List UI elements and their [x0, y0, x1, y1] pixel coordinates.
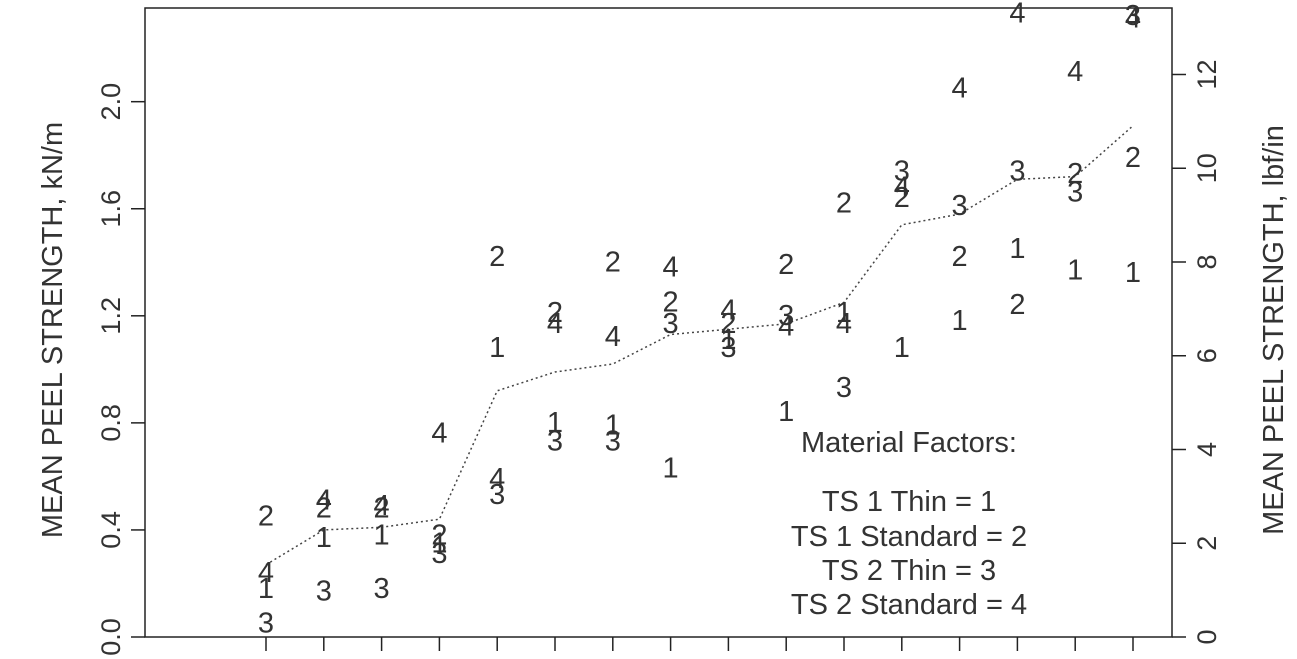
mean-line-layer — [265, 125, 1134, 566]
data-point-4: 4 — [836, 308, 852, 340]
data-point-3: 3 — [1009, 155, 1025, 187]
data-point-3: 3 — [547, 426, 563, 458]
right-y-tick-label: 0 — [1192, 629, 1222, 644]
data-point-4: 4 — [1125, 3, 1141, 35]
legend: Material Factors: TS 1 Thin = 1 TS 1 Sta… — [791, 427, 1027, 621]
data-point-3: 3 — [663, 308, 679, 340]
left-y-tick-label: 0.4 — [96, 511, 126, 549]
data-point-1: 1 — [663, 452, 679, 484]
data-point-1: 1 — [489, 332, 505, 364]
data-point-2: 2 — [1125, 142, 1141, 174]
left-y-axis: 0.0 0.4 0.8 1.2 1.6 2.0 — [96, 83, 145, 656]
data-point-1: 1 — [374, 519, 390, 551]
data-point-4: 4 — [489, 463, 505, 495]
data-point-2: 2 — [1067, 158, 1083, 190]
data-point-4: 4 — [952, 72, 968, 104]
left-y-tick-label: 2.0 — [96, 83, 126, 121]
data-point-4: 4 — [1067, 56, 1083, 88]
data-point-2: 2 — [894, 182, 910, 214]
right-y-tick-label: 10 — [1192, 153, 1222, 183]
data-point-1: 1 — [316, 522, 332, 554]
data-point-2: 2 — [720, 308, 736, 340]
data-point-2: 2 — [316, 493, 332, 525]
data-point-3: 3 — [489, 479, 505, 511]
data-point-4: 4 — [605, 321, 621, 353]
data-point-2: 2 — [778, 249, 794, 281]
data-point-1: 1 — [952, 305, 968, 337]
data-point-1: 1 — [431, 527, 447, 559]
data-point-2: 2 — [663, 286, 679, 318]
left-y-tick-label: 1.6 — [96, 190, 126, 228]
data-point-3: 3 — [836, 372, 852, 404]
data-point-2: 2 — [489, 241, 505, 273]
right-y-axis: 0 2 4 6 8 10 12 — [1172, 59, 1222, 645]
right-y-tick-label: 6 — [1192, 348, 1222, 363]
data-point-1: 1 — [605, 410, 621, 442]
data-point-2: 2 — [836, 187, 852, 219]
legend-entry-3: TS 2 Thin = 3 — [822, 555, 996, 587]
data-point-3: 3 — [778, 300, 794, 332]
data-point-4: 4 — [547, 308, 563, 340]
data-point-3: 3 — [720, 332, 736, 364]
data-point-2: 2 — [1009, 289, 1025, 321]
legend-entry-4: TS 2 Standard = 4 — [791, 589, 1027, 621]
data-point-3: 3 — [258, 608, 274, 640]
data-point-1: 1 — [258, 573, 274, 605]
data-point-4: 4 — [1009, 0, 1025, 29]
right-y-axis-title: MEAN PEEL STRENGTH, lbf/in — [1258, 125, 1290, 535]
right-y-tick-label: 4 — [1192, 442, 1222, 457]
data-point-3: 3 — [374, 573, 390, 605]
data-point-3: 3 — [431, 538, 447, 570]
left-y-tick-label: 0.8 — [96, 404, 126, 442]
data-point-3: 3 — [605, 426, 621, 458]
legend-entry-1: TS 1 Thin = 1 — [822, 486, 996, 518]
data-point-2: 2 — [374, 493, 390, 525]
data-point-4: 4 — [894, 171, 910, 203]
left-y-axis-title: MEAN PEEL STRENGTH, kN/m — [37, 122, 69, 538]
data-point-4: 4 — [316, 484, 332, 516]
x-axis — [265, 637, 1134, 651]
plot-frame — [144, 7, 1173, 638]
data-point-4: 4 — [663, 252, 679, 284]
data-point-4: 4 — [720, 294, 736, 326]
data-point-1: 1 — [836, 297, 852, 329]
data-point-3: 3 — [1125, 0, 1141, 32]
data-point-2: 2 — [258, 501, 274, 533]
data-point-1: 1 — [1009, 233, 1025, 265]
legend-title: Material Factors: — [801, 427, 1017, 459]
data-point-1: 1 — [778, 396, 794, 428]
data-point-1: 1 — [1125, 257, 1141, 289]
right-y-tick-label: 12 — [1192, 59, 1222, 89]
mean-line — [265, 125, 1134, 566]
data-point-4: 4 — [258, 557, 274, 589]
right-y-tick-label: 2 — [1192, 536, 1222, 551]
data-point-3: 3 — [1067, 177, 1083, 209]
data-point-4: 4 — [374, 490, 390, 522]
plot-border — [144, 7, 1173, 638]
data-point-1: 1 — [547, 407, 563, 439]
data-point-3: 3 — [316, 575, 332, 607]
data-point-2: 2 — [547, 297, 563, 329]
data-point-4: 4 — [431, 418, 447, 450]
data-point-3: 3 — [894, 155, 910, 187]
data-point-3: 3 — [952, 190, 968, 222]
left-y-tick-label: 0.0 — [96, 618, 126, 656]
data-point-4: 4 — [778, 311, 794, 343]
data-point-2: 2 — [605, 246, 621, 278]
legend-entry-2: TS 1 Standard = 2 — [791, 521, 1027, 553]
data-point-2: 2 — [431, 519, 447, 551]
data-point-2: 2 — [952, 241, 968, 273]
data-point-1: 1 — [720, 324, 736, 356]
right-y-tick-label: 8 — [1192, 254, 1222, 269]
data-point-1: 1 — [1067, 254, 1083, 286]
data-point-1: 1 — [894, 332, 910, 364]
left-y-tick-label: 1.2 — [96, 297, 126, 335]
